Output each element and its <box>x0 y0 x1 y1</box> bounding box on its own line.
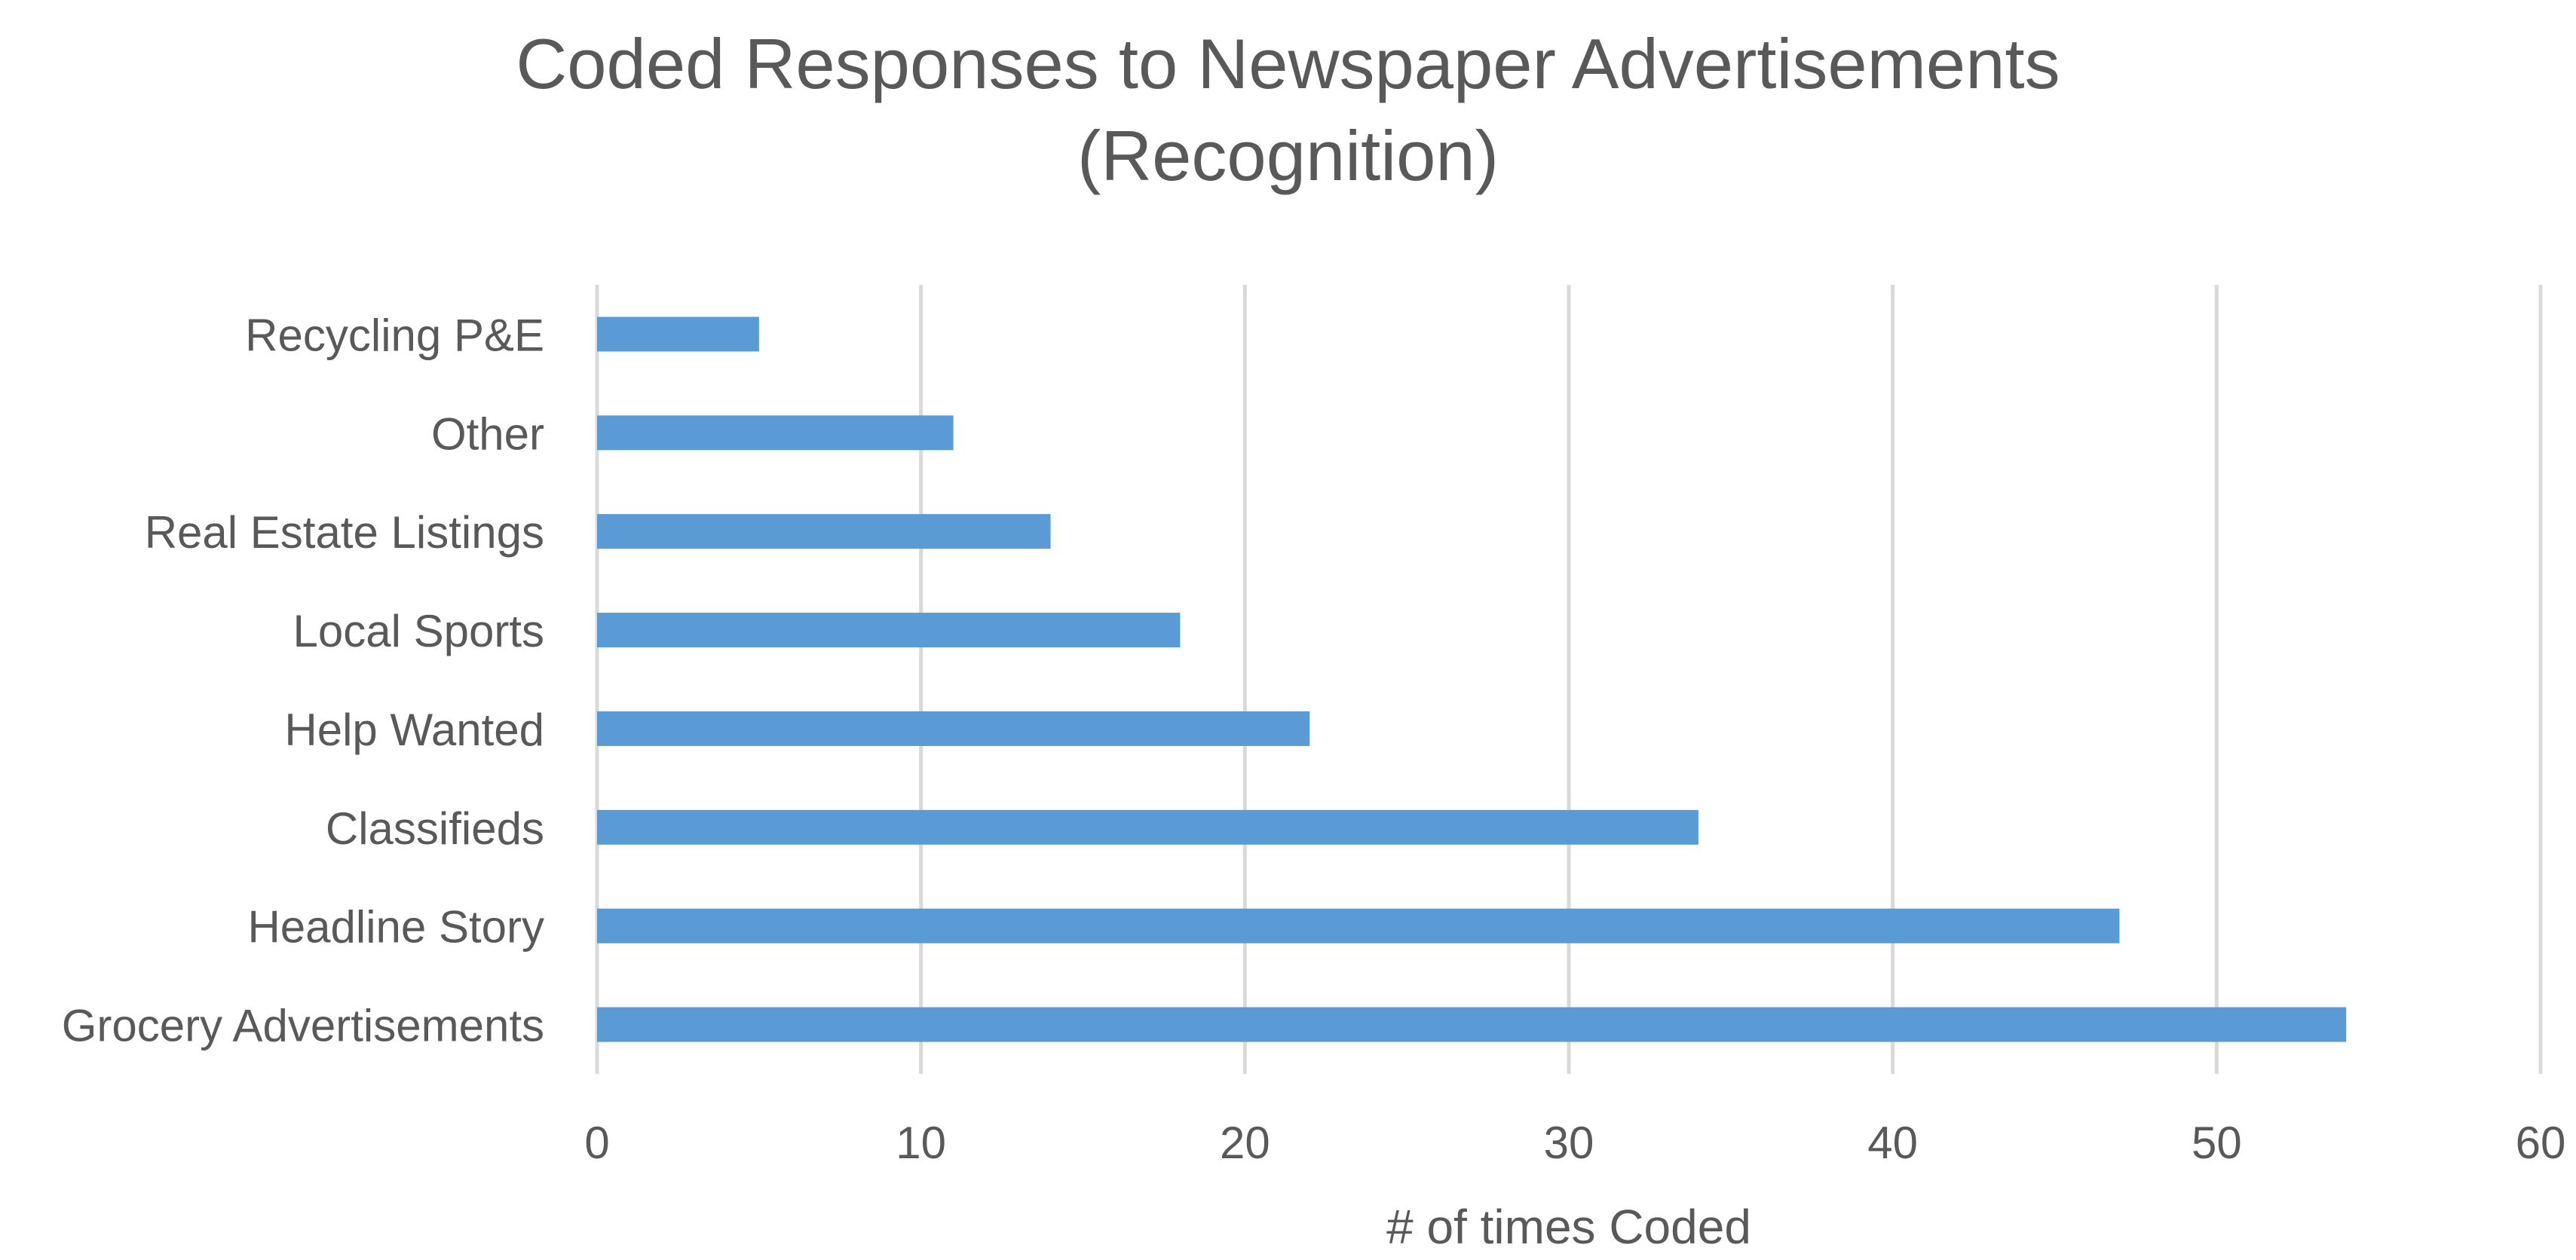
chart-title-line-2: (Recognition) <box>1077 116 1499 195</box>
category-label: Headline Story <box>247 902 544 953</box>
gridlines <box>595 285 2543 1074</box>
category-label: Help Wanted <box>284 705 544 755</box>
x-axis-title: # of times Coded <box>1386 1200 1751 1254</box>
category-labels: Grocery Advertisements Headline Story Clas… <box>62 310 544 1051</box>
chart-title-line-1: Coded Responses to Newspaper Advertiseme… <box>516 24 2060 103</box>
bar <box>597 908 2120 943</box>
bar <box>597 711 1310 746</box>
bar <box>597 514 1051 549</box>
bars <box>597 317 2347 1042</box>
x-tick-label: 0 <box>584 1118 609 1168</box>
x-tick-label: 60 <box>2516 1118 2566 1168</box>
bar <box>597 1007 2347 1042</box>
category-label: Local Sports <box>293 606 544 656</box>
category-label: Other <box>431 408 544 459</box>
x-tick-label: 10 <box>896 1118 946 1168</box>
x-tick-label: 40 <box>1867 1118 1918 1168</box>
x-tick-label: 30 <box>1544 1118 1594 1168</box>
bar <box>597 613 1181 648</box>
x-tick-label: 50 <box>2192 1118 2242 1168</box>
bar <box>597 809 1698 845</box>
x-tick-label: 20 <box>1220 1118 1270 1168</box>
category-label: Grocery Advertisements <box>62 1001 544 1051</box>
category-label: Recycling P&E <box>245 310 544 360</box>
bar <box>597 317 759 352</box>
bar <box>597 415 954 451</box>
x-tick-labels: 0 10 20 30 40 50 60 <box>584 1118 2565 1168</box>
category-label: Classifieds <box>326 803 544 854</box>
chart-title: Coded Responses to Newspaper Advertiseme… <box>0 18 2576 202</box>
category-label: Real Estate Listings <box>145 507 544 558</box>
